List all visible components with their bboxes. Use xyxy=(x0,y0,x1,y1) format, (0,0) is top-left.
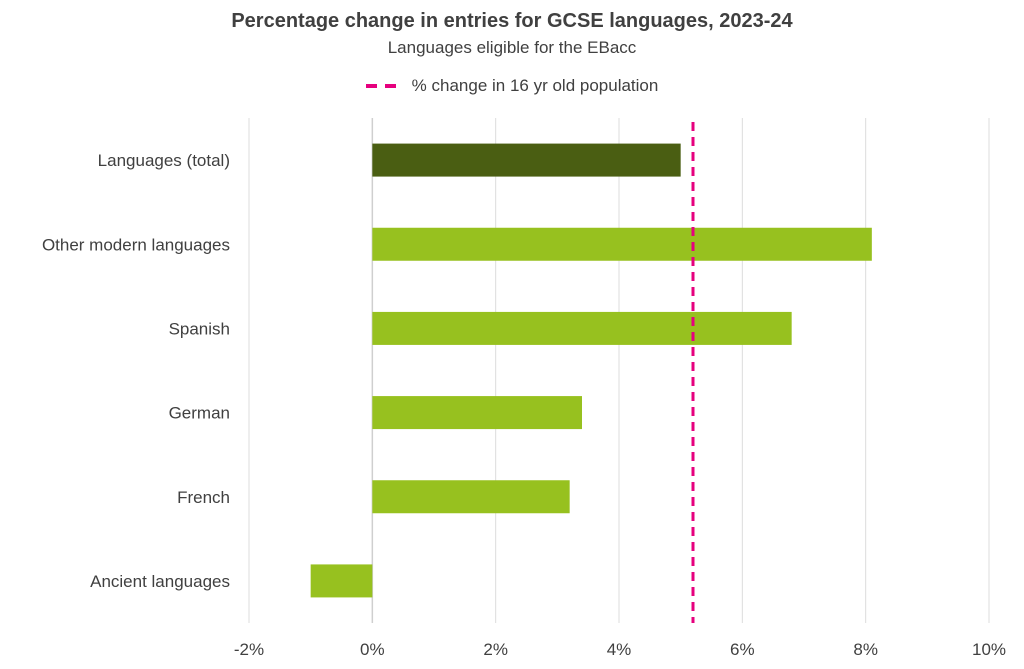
category-label: Ancient languages xyxy=(90,572,230,591)
bar xyxy=(372,396,582,430)
category-label: German xyxy=(169,404,230,423)
x-tick-label: 8% xyxy=(853,640,878,659)
category-label: Languages (total) xyxy=(98,151,230,170)
bars xyxy=(310,143,872,598)
x-tick-label: 6% xyxy=(730,640,755,659)
x-tick-label: 2% xyxy=(483,640,508,659)
bar xyxy=(310,564,373,598)
category-label: Spanish xyxy=(169,319,230,338)
category-label: French xyxy=(177,488,230,507)
bar xyxy=(372,143,681,177)
x-tick-label: -2% xyxy=(234,640,264,659)
chart-subtitle: Languages eligible for the EBacc xyxy=(387,38,637,57)
chart-title: Percentage change in entries for GCSE la… xyxy=(231,10,793,32)
legend-label: % change in 16 yr old population xyxy=(411,76,659,95)
legend: % change in 16 yr old population xyxy=(0,76,1024,96)
bar xyxy=(372,227,872,261)
gridlines xyxy=(248,118,990,623)
x-tick-label: 4% xyxy=(607,640,632,659)
category-labels: Languages (total) Other modern languages S… xyxy=(42,151,230,591)
bar xyxy=(372,311,792,345)
x-tick-label: 0% xyxy=(360,640,385,659)
category-label: Other modern languages xyxy=(42,235,230,254)
legend-dashed-line-swatch xyxy=(365,84,402,88)
x-tick-label: 10% xyxy=(972,640,1006,659)
bar xyxy=(372,480,570,514)
x-tick-labels: -2% 0% 2% 4% 6% 8% 10% xyxy=(234,640,1006,659)
